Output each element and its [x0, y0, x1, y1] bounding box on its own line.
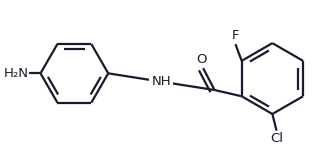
Text: O: O [196, 53, 207, 66]
Text: H₂N: H₂N [4, 67, 29, 80]
Text: F: F [232, 29, 239, 42]
Text: Cl: Cl [270, 132, 283, 145]
Text: NH: NH [152, 75, 171, 88]
